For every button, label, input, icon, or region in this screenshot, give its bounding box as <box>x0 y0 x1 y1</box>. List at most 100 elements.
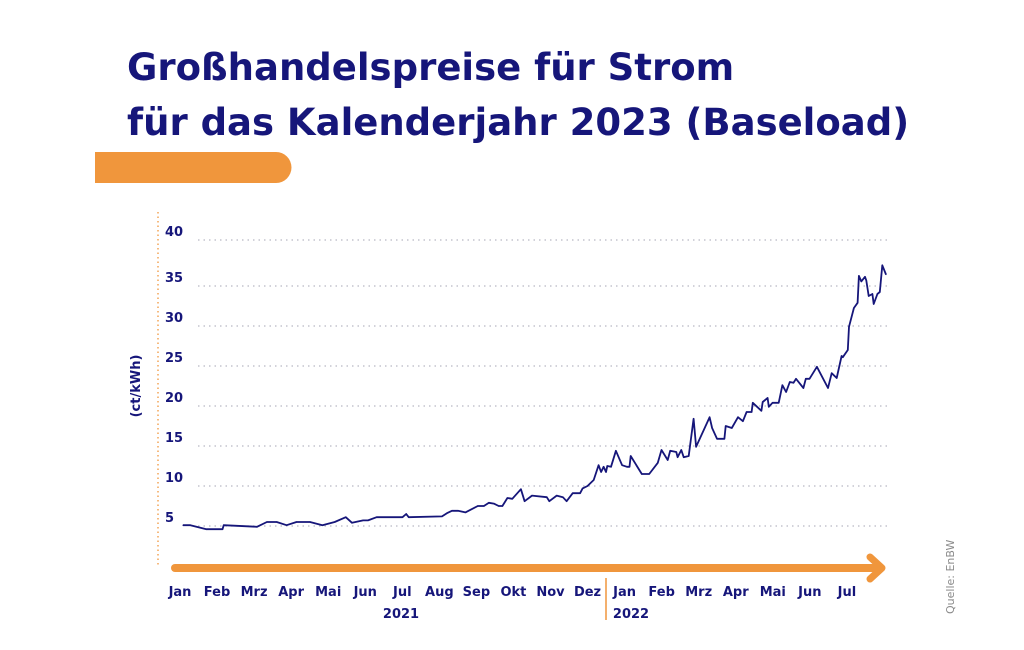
x-tick-label: Jun <box>797 585 821 600</box>
data-point <box>768 406 770 408</box>
x-tick-label: Mrz <box>685 585 712 600</box>
data-point <box>688 455 690 457</box>
data-point <box>767 397 769 399</box>
data-point <box>752 402 754 404</box>
data-point <box>221 528 224 530</box>
data-point <box>778 402 780 404</box>
data-points <box>182 264 887 530</box>
data-point <box>506 497 508 499</box>
data-point <box>860 280 862 282</box>
x-tick-label: Aug <box>425 585 454 600</box>
data-point <box>408 516 410 518</box>
data-point <box>205 528 207 530</box>
data-point <box>836 377 838 379</box>
data-point <box>610 466 612 468</box>
data-point <box>881 264 883 266</box>
data-point <box>785 391 787 393</box>
x-tick-label: Feb <box>204 585 230 600</box>
data-point <box>831 372 833 374</box>
data-point <box>531 495 533 497</box>
data-point <box>309 521 311 523</box>
data-point <box>669 450 671 452</box>
data-point <box>802 387 805 389</box>
data-point <box>626 466 628 468</box>
data-point <box>603 466 605 468</box>
data-point <box>771 402 774 404</box>
data-point <box>841 355 843 357</box>
data-point <box>716 438 718 440</box>
data-point <box>189 524 191 526</box>
data-point <box>488 502 490 504</box>
data-point <box>760 410 763 412</box>
x-tick-label: Apr <box>278 585 304 600</box>
data-point <box>579 492 581 494</box>
data-point <box>805 378 807 380</box>
data-point <box>762 401 764 403</box>
data-point <box>871 293 874 295</box>
data-point <box>709 416 711 418</box>
y-tick-labels: 5 10 15 20 25 30 35 40 <box>165 225 183 526</box>
data-point <box>376 516 378 518</box>
x-tick-label: Nov <box>536 585 565 600</box>
data-point <box>746 411 748 413</box>
data-point <box>737 416 739 418</box>
x-tick-label: Mai <box>315 585 341 600</box>
gridlines <box>198 239 888 527</box>
arrow-head-icon <box>866 553 886 583</box>
x-tick-label: Feb <box>648 585 674 600</box>
data-point <box>816 366 818 368</box>
x-tick-label: Jun <box>353 585 377 600</box>
data-point <box>546 496 548 498</box>
data-point <box>641 473 643 475</box>
y-tick-label: 5 <box>165 511 174 526</box>
data-point <box>351 522 353 524</box>
data-point <box>464 511 466 513</box>
data-point <box>405 513 407 515</box>
data-point <box>286 524 288 526</box>
data-point <box>548 500 550 502</box>
data-point <box>742 420 744 422</box>
data-point <box>295 521 298 523</box>
data-point <box>556 495 558 497</box>
data-point <box>621 464 623 466</box>
data-point <box>675 451 677 453</box>
data-point <box>677 456 679 458</box>
y-tick-label: 30 <box>165 311 183 326</box>
data-point <box>367 519 369 522</box>
data-point <box>879 291 881 293</box>
x-tick-label: Apr <box>723 585 749 600</box>
data-point <box>182 524 184 526</box>
data-point <box>853 307 855 309</box>
data-point <box>276 521 278 523</box>
data-point <box>873 303 875 305</box>
x-tick-label: Okt <box>500 585 526 600</box>
data-point <box>848 326 850 328</box>
y-tick-label: 10 <box>165 471 183 486</box>
data-point <box>667 459 669 461</box>
data-point <box>660 449 663 451</box>
data-point <box>586 485 589 487</box>
data-point <box>477 505 479 507</box>
source-note: Quelle: EnBW <box>944 539 957 614</box>
data-point <box>520 488 522 490</box>
data-point <box>562 496 564 498</box>
data-point <box>847 349 849 351</box>
data-point <box>789 381 791 383</box>
data-point <box>572 492 574 494</box>
data-point <box>483 505 485 507</box>
y-tick-label: 40 <box>165 225 183 240</box>
data-point <box>876 293 879 295</box>
data-point <box>751 411 753 413</box>
x-tick-labels: Jan Feb Mrz Apr Mai Jun Jul Aug Sep Okt Nov Dez Jan F… <box>168 585 857 600</box>
data-point <box>256 526 258 528</box>
data-point <box>524 500 526 502</box>
data-point <box>630 455 632 457</box>
x-tick-label: Jan <box>168 585 192 600</box>
title-line-1: Großhandelspreise für Strom <box>127 46 734 89</box>
data-point <box>781 384 784 386</box>
data-point <box>885 273 887 276</box>
data-point <box>501 505 503 507</box>
data-point <box>441 515 443 518</box>
data-point <box>842 356 844 358</box>
